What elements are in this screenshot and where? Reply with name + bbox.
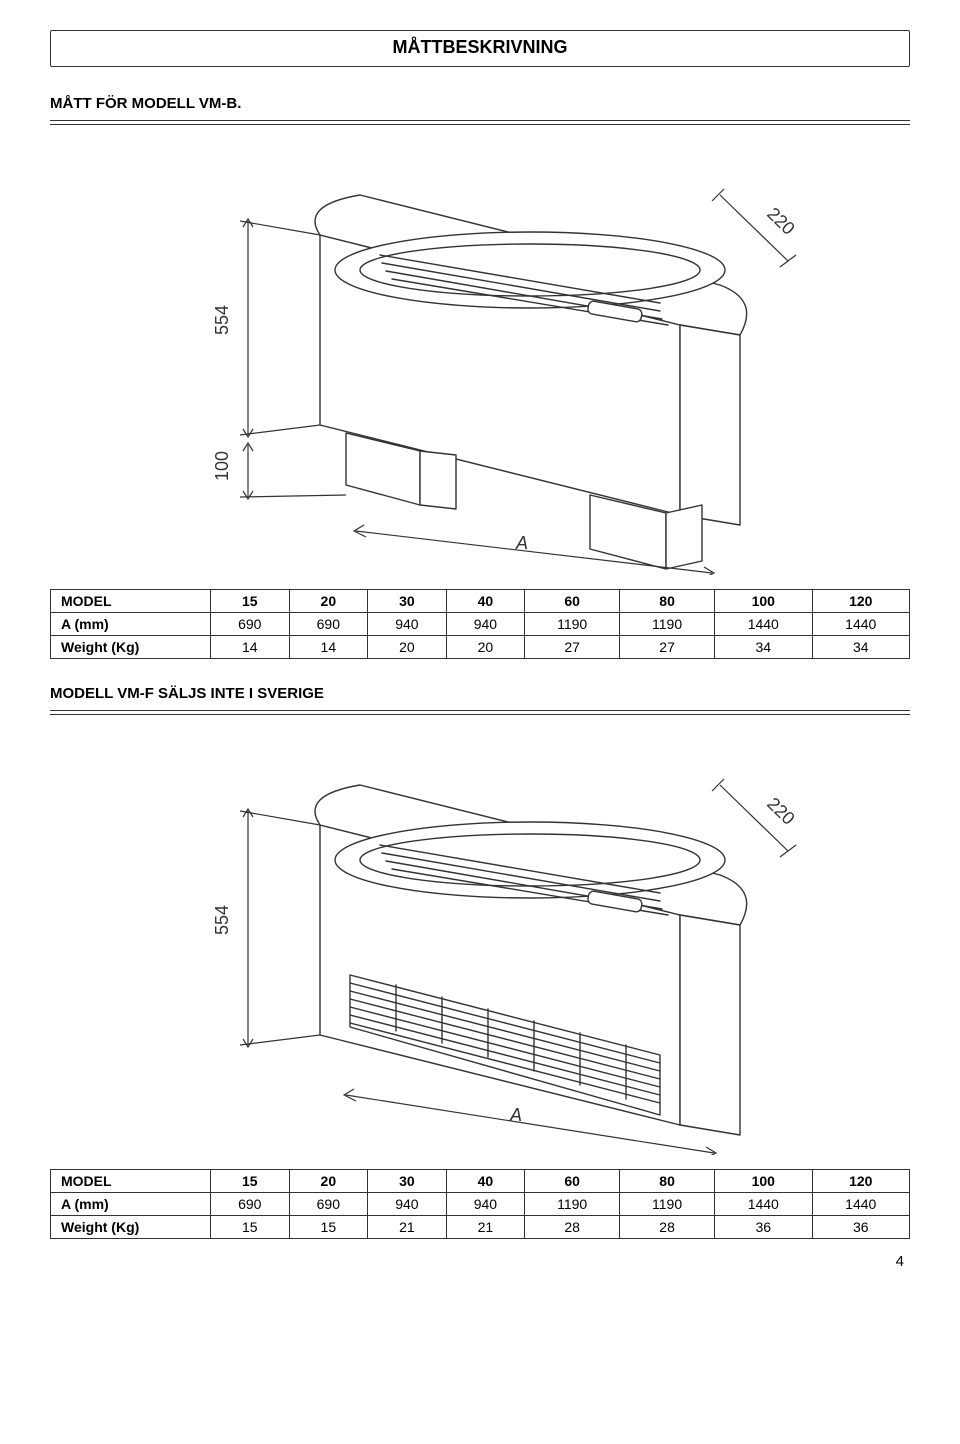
cell: 28 — [620, 1216, 715, 1239]
row-label: A (mm) — [51, 1193, 211, 1216]
table-header: 40 — [446, 590, 525, 613]
cell: 14 — [289, 636, 368, 659]
cell: 1440 — [715, 1193, 812, 1216]
table-header: 120 — [812, 1170, 910, 1193]
cell: 1440 — [812, 1193, 910, 1216]
page-number: 4 — [50, 1253, 910, 1270]
table-header: MODEL — [51, 590, 211, 613]
cell: 20 — [446, 636, 525, 659]
section2-heading: MODELL VM-F SÄLJS INTE I SVERIGE — [50, 685, 910, 715]
table-header: 100 — [715, 590, 812, 613]
cell: 27 — [620, 636, 715, 659]
table-header: 30 — [368, 590, 447, 613]
cell: 27 — [525, 636, 620, 659]
table-header: 80 — [620, 590, 715, 613]
dim-height-base: 100 — [212, 451, 232, 481]
cell: 21 — [368, 1216, 447, 1239]
page-title: MÅTTBESKRIVNING — [50, 30, 910, 67]
cell: 14 — [211, 636, 290, 659]
cell: 20 — [368, 636, 447, 659]
dim-width-a-2: A — [509, 1105, 522, 1125]
cell: 36 — [812, 1216, 910, 1239]
cell: 690 — [289, 1193, 368, 1216]
dim-depth: 220 — [763, 203, 799, 238]
spec-table-vm-f: MODEL 15 20 30 40 60 80 100 120 A (mm) 6… — [50, 1169, 910, 1239]
table-header: 40 — [446, 1170, 525, 1193]
cell: 690 — [211, 613, 290, 636]
cell: 1440 — [715, 613, 812, 636]
figure-vm-f: 220 554 A — [50, 725, 910, 1155]
cell: 940 — [368, 613, 447, 636]
cell: 1440 — [812, 613, 910, 636]
dim-depth-2: 220 — [763, 793, 799, 828]
cell: 28 — [525, 1216, 620, 1239]
row-label: A (mm) — [51, 613, 211, 636]
cell: 15 — [211, 1216, 290, 1239]
cell: 34 — [812, 636, 910, 659]
table-header: MODEL — [51, 1170, 211, 1193]
cell: 21 — [446, 1216, 525, 1239]
section1-heading: MÅTT FÖR MODELL VM-B. — [50, 95, 910, 125]
cell: 15 — [289, 1216, 368, 1239]
dim-height-2: 554 — [212, 905, 232, 935]
table-header: 100 — [715, 1170, 812, 1193]
row-label: Weight (Kg) — [51, 636, 211, 659]
table-header: 60 — [525, 590, 620, 613]
figure-vm-b: 220 554 100 A — [50, 135, 910, 575]
row-label: Weight (Kg) — [51, 1216, 211, 1239]
dim-width-a: A — [515, 533, 528, 553]
table-header: 20 — [289, 590, 368, 613]
cell: 1190 — [525, 1193, 620, 1216]
table-header: 80 — [620, 1170, 715, 1193]
table-header: 120 — [812, 590, 910, 613]
cell: 940 — [446, 1193, 525, 1216]
table-header: 15 — [211, 1170, 290, 1193]
cell: 1190 — [620, 1193, 715, 1216]
cell: 690 — [211, 1193, 290, 1216]
cell: 1190 — [620, 613, 715, 636]
cell: 690 — [289, 613, 368, 636]
table-header: 15 — [211, 590, 290, 613]
dim-height-main: 554 — [212, 305, 232, 335]
table-header: 60 — [525, 1170, 620, 1193]
cell: 34 — [715, 636, 812, 659]
cell: 940 — [446, 613, 525, 636]
spec-table-vm-b: MODEL 15 20 30 40 60 80 100 120 A (mm) 6… — [50, 589, 910, 659]
table-header: 20 — [289, 1170, 368, 1193]
cell: 1190 — [525, 613, 620, 636]
cell: 36 — [715, 1216, 812, 1239]
cell: 940 — [368, 1193, 447, 1216]
table-header: 30 — [368, 1170, 447, 1193]
